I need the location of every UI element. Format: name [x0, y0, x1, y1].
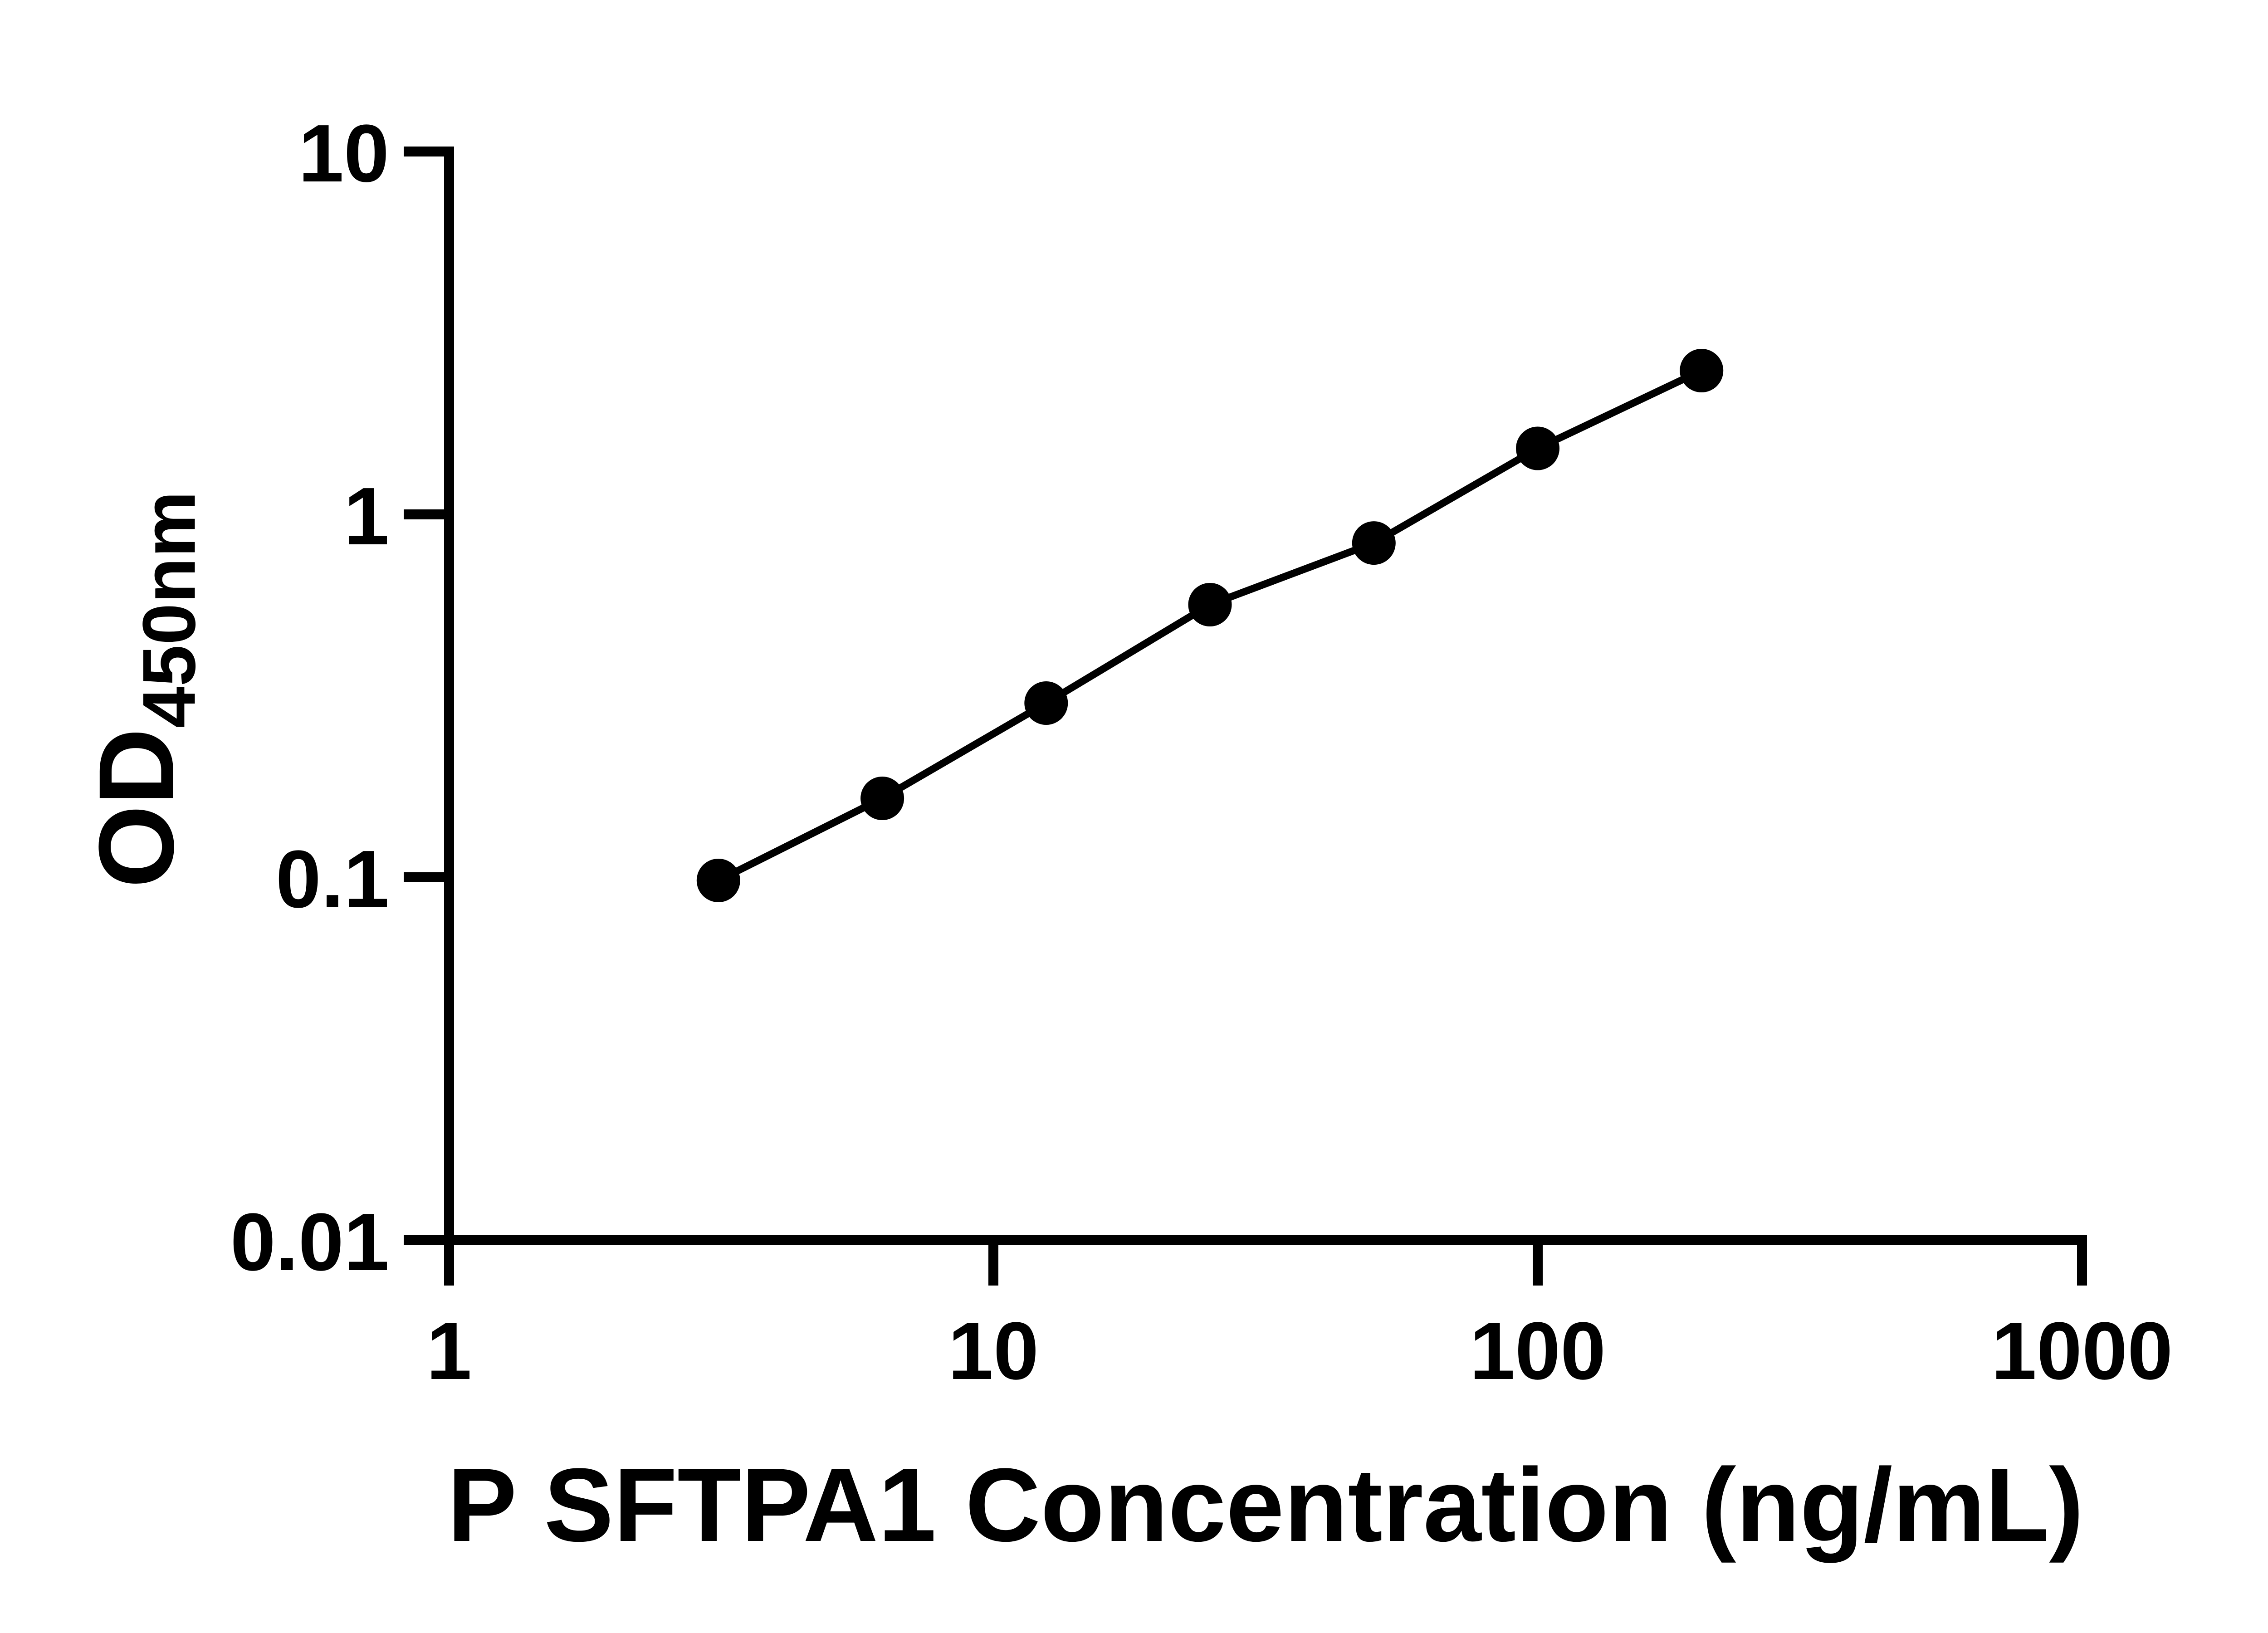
data-point-3 — [1024, 681, 1068, 725]
x-tick-label-100: 100 — [1470, 1305, 1606, 1397]
y-tick-label-1: 1 — [344, 471, 389, 562]
x-tick-label-1000: 1000 — [1991, 1305, 2173, 1397]
data-point-1 — [696, 859, 740, 902]
y-axis-title-main: OD — [76, 728, 196, 888]
y-axis-title-subscript: 450nm — [127, 491, 211, 728]
data-point-4 — [1188, 583, 1232, 626]
y-tick-label-0.01: 0.01 — [230, 1197, 389, 1288]
y-axis-title: OD450nm — [75, 491, 211, 888]
data-point-6 — [1516, 426, 1559, 470]
x-axis-title: P SFTPA1 Concentration (ng/mL) — [447, 1447, 2084, 1563]
data-point-5 — [1352, 521, 1396, 565]
y-tick-label-0.1: 0.1 — [276, 834, 389, 925]
data-point-7 — [1680, 349, 1724, 392]
x-tick-label-1: 1 — [426, 1305, 472, 1397]
data-point-2 — [860, 777, 904, 820]
y-tick-label-10: 10 — [298, 108, 389, 199]
x-tick-label-10: 10 — [948, 1305, 1039, 1397]
